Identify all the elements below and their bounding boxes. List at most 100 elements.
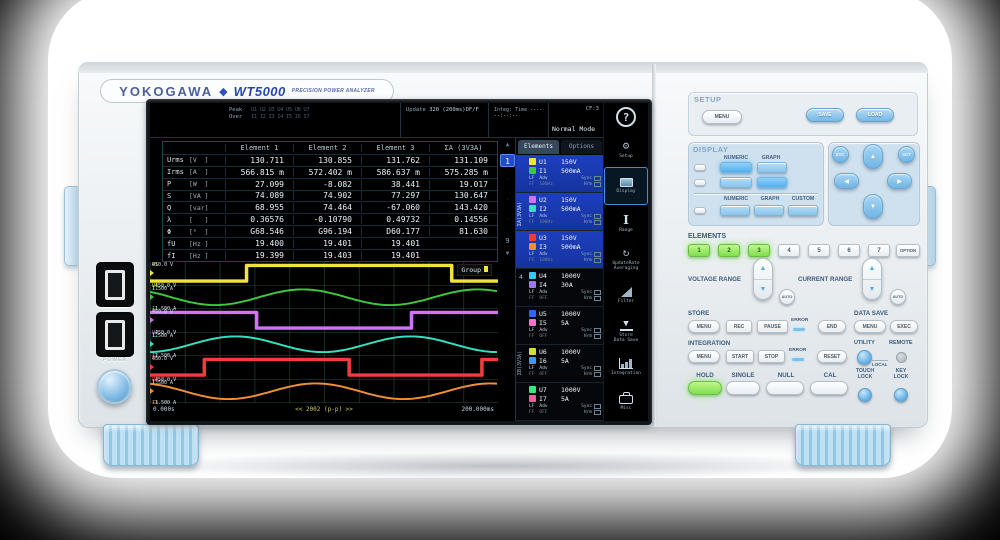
element-config-block[interactable]: U4 1000V I4 30A LF FF Adv OFF Sync Hrm (516, 269, 604, 307)
element-config-block[interactable]: U7 1000V I7 5A LF FF Adv OFF Sync Hrm (516, 383, 604, 421)
menu-filter[interactable]: Filter (604, 277, 648, 313)
save-button[interactable]: SAVE (806, 108, 844, 122)
current-auto-button[interactable]: AUTO (890, 289, 906, 305)
current-range-rocker[interactable]: ▲ ▼ (862, 258, 882, 300)
voltage-auto-button[interactable]: AUTO (779, 289, 795, 305)
set-button[interactable]: SET (898, 146, 915, 163)
null-button[interactable] (766, 381, 804, 395)
display-indicator-key-3[interactable] (694, 207, 706, 214)
single-button[interactable] (726, 381, 760, 395)
key-lock-button[interactable] (894, 388, 908, 402)
element-key[interactable]: 2 (718, 244, 740, 257)
start-button[interactable]: START (726, 350, 754, 363)
store-menu-button[interactable]: MENU (688, 320, 720, 333)
arrow-right-button[interactable]: ▶ (887, 173, 912, 189)
touchscreen[interactable]: Peak U1 U2 U3 U4 U5 U6 U7 Over I1 I2 I3 I4… (150, 103, 648, 421)
graph-label-2: GRAPH (760, 196, 780, 202)
page-up-icon[interactable]: ▲ (505, 141, 510, 148)
integration-menu-button[interactable]: MENU (688, 350, 720, 363)
numeric-key-2[interactable] (720, 177, 752, 188)
hold-button[interactable] (688, 381, 722, 395)
brand-subtitle: PRECISION POWER ANALYZER (291, 88, 375, 94)
element-config-block[interactable]: U6 1000V I6 5A LF FF Adv OFF Sync Hrm (516, 345, 604, 383)
value-sigma-a: 130.647 (429, 191, 497, 201)
current-channel: I5 (539, 318, 547, 327)
usb-port-1[interactable] (96, 262, 134, 307)
table-row: Irms [A ] 566.815 m 572.402 m 586.637 m … (163, 167, 497, 179)
menu-display[interactable]: Display (604, 167, 648, 205)
function-name: Urms (167, 156, 184, 165)
reset-button[interactable]: RESET (817, 350, 847, 363)
element-key[interactable]: 3 (748, 244, 770, 257)
arrow-left-button[interactable]: ◀ (834, 173, 859, 189)
page-down-icon[interactable]: ▼ (505, 250, 510, 257)
setup-menu-button[interactable]: MENU (702, 110, 742, 124)
element-config-block[interactable]: U2 150V I2 500mA LF FF Adv 100Hz Sync Hrm (516, 193, 604, 231)
group-tab[interactable]: Group (457, 264, 492, 276)
value-element3: 131.762 (361, 155, 429, 165)
channel-label: U3 (152, 356, 159, 362)
graph-key-3[interactable] (754, 205, 784, 216)
channel-zero-marker (150, 364, 154, 371)
tab-options[interactable]: Options (561, 140, 602, 154)
power-button[interactable] (97, 369, 132, 404)
pause-button[interactable]: PAUSE (757, 320, 788, 333)
current-page[interactable]: 1 (500, 154, 515, 167)
numeric-key-3[interactable] (720, 205, 750, 216)
utility-button[interactable] (857, 350, 872, 365)
value-element2: 572.402 m (293, 167, 361, 177)
menu-setup[interactable]: ⚙ Setup (619, 138, 633, 159)
rec-button[interactable]: REC (726, 320, 752, 333)
value-element1: 19.399 (225, 251, 293, 260)
esc-button[interactable]: ESC (832, 146, 849, 163)
cal-button[interactable] (810, 381, 848, 395)
data-save-menu-button[interactable]: MENU (854, 320, 886, 333)
menu-range[interactable]: I Range (619, 212, 633, 233)
menu-misc[interactable]: Misc (604, 385, 648, 421)
menu-store-data-save[interactable]: ▼ Store Data Save (613, 319, 639, 343)
page-dot: · (505, 177, 509, 183)
key-lock-label: KEY LOCK (893, 368, 909, 380)
element-config-block[interactable]: U5 1000V I5 5A LF FF Adv OFF Sync Hrm (516, 307, 604, 345)
end-button[interactable]: END (818, 320, 846, 333)
custom-key[interactable] (788, 205, 818, 216)
touch-lock-button[interactable] (858, 388, 872, 402)
exec-button[interactable]: EXEC (890, 320, 918, 333)
element-config-block[interactable]: U1 150V I1 500mA LF FF Adv 100Hz Sync Hrm (516, 155, 604, 193)
tab-elements[interactable]: Elements (518, 140, 559, 154)
display-indicator-key-2[interactable] (694, 179, 706, 186)
graph-key-1[interactable] (757, 162, 787, 173)
value-sigma-a: 131.109 (429, 155, 497, 165)
adv-value: 100Hz (539, 257, 553, 263)
null-label: NULL (777, 372, 795, 379)
last-page[interactable]: 9 (505, 237, 510, 245)
element-config-block[interactable]: U3 150V I3 500mA LF FF Adv 100Hz Sync Hrm (516, 231, 604, 269)
graph-key-2[interactable] (757, 177, 787, 188)
display-indicator-key-1[interactable] (694, 164, 706, 171)
arrow-down-button[interactable]: ▼ (863, 194, 883, 219)
voltage-channel: U1 (539, 157, 547, 166)
element-key[interactable]: 6 (838, 244, 860, 257)
menu-integration[interactable]: Integration (604, 349, 648, 385)
load-button[interactable]: LOAD (856, 108, 894, 122)
arrow-up-button[interactable]: ▲ (863, 144, 883, 169)
option-key[interactable]: OPTION (896, 244, 920, 257)
stop-button[interactable]: STOP (758, 350, 785, 363)
element-key[interactable]: 5 (808, 244, 830, 257)
numeric-key-1[interactable] (720, 162, 752, 173)
page-selector[interactable]: ▲ 1 · · · 9 ▼ (500, 141, 515, 262)
waveform-strips: U1 450.0 V U1 -450.0 V I1 1.500 A I1 -1.… (150, 262, 498, 406)
element-key[interactable]: 1 (688, 244, 710, 257)
function-name: fU (167, 239, 176, 248)
help-icon[interactable]: ? (616, 107, 636, 127)
function-unit: [VA ] (189, 191, 209, 200)
waveform-area: U1 450.0 V U1 -450.0 V I1 1.500 A I1 -1.… (150, 262, 498, 421)
voltage-range-rocker[interactable]: ▲ ▼ (753, 258, 773, 300)
numeric-label-1: NUMERIC (723, 155, 749, 161)
channel-zero-marker (150, 340, 154, 347)
element-key[interactable]: 7 (868, 244, 890, 257)
element-key[interactable]: 4 (778, 244, 800, 257)
table-row: Urms [V ] 130.711 130.855 131.762 131.10… (163, 155, 497, 167)
menu-update-rate[interactable]: ↻ UpdateRate Averaging (612, 246, 640, 272)
usb-port-2[interactable] (96, 312, 134, 357)
